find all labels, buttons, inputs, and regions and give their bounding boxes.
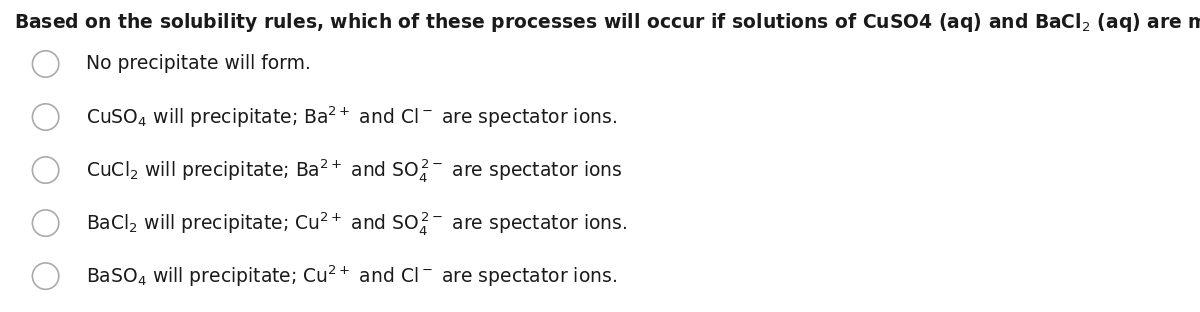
Text: CuSO$_4$ will precipitate; Ba$^{2+}$ and Cl$^-$ are spectator ions.: CuSO$_4$ will precipitate; Ba$^{2+}$ and…: [86, 104, 618, 130]
Text: No precipitate will form.: No precipitate will form.: [86, 55, 311, 73]
Text: BaCl$_2$ will precipitate; Cu$^{2+}$ and SO$_4^{\,2-}$ are spectator ions.: BaCl$_2$ will precipitate; Cu$^{2+}$ and…: [86, 210, 628, 236]
Text: CuCl$_2$ will precipitate; Ba$^{2+}$ and SO$_4^{\,2-}$ are spectator ions: CuCl$_2$ will precipitate; Ba$^{2+}$ and…: [86, 157, 623, 183]
Text: Based on the solubility rules, which of these processes will occur if solutions : Based on the solubility rules, which of …: [14, 11, 1200, 34]
Text: BaSO$_4$ will precipitate; Cu$^{2+}$ and Cl$^-$ are spectator ions.: BaSO$_4$ will precipitate; Cu$^{2+}$ and…: [86, 263, 618, 289]
